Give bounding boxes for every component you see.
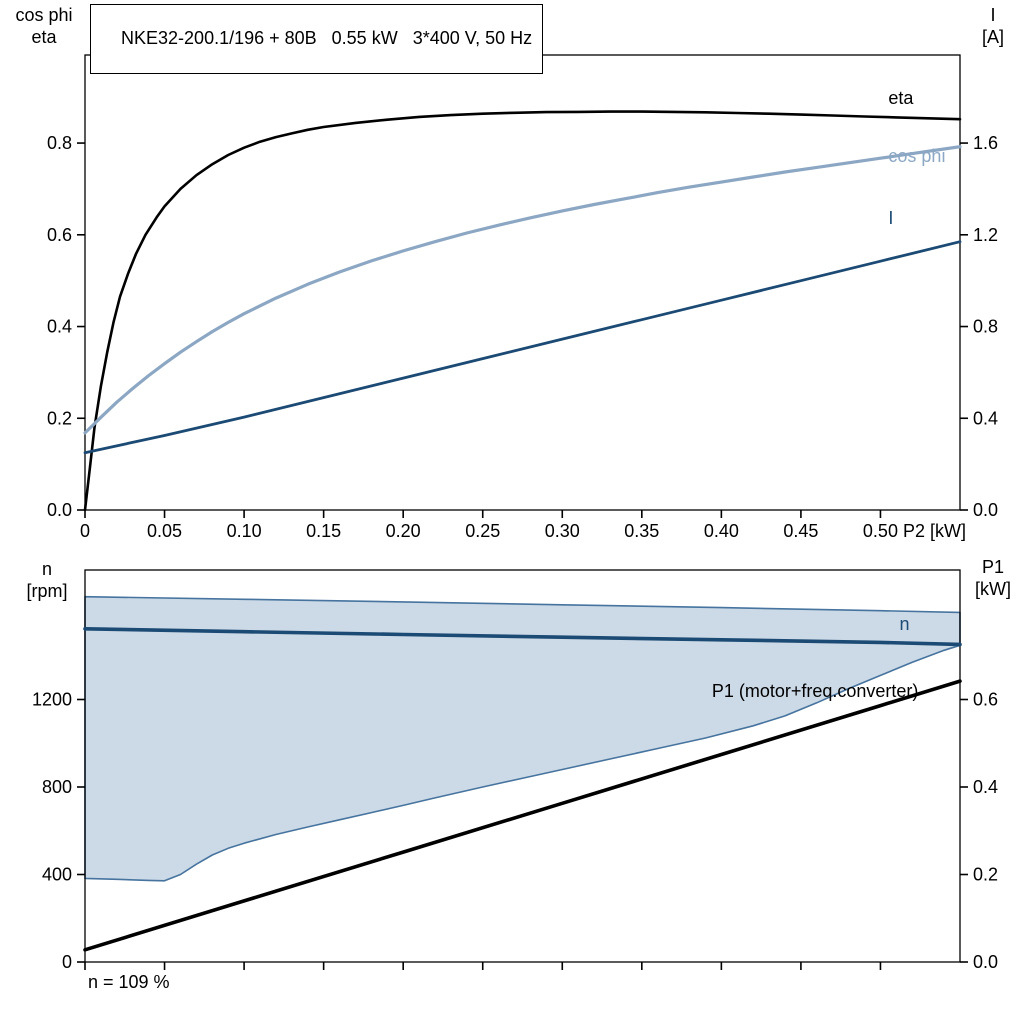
current-curve — [83, 240, 962, 455]
p1-curve — [83, 679, 962, 952]
left-tick-label: 0.2 — [47, 408, 72, 428]
p1-axis-label: P1 — [981, 557, 1005, 577]
speed-band-area — [84, 595, 961, 882]
x-tick-label: 0.30 — [545, 521, 580, 541]
chart-title: NKE32-200.1/196 + 80B 0.55 kW 3*400 V, 5… — [121, 28, 533, 48]
chart-title-box: NKE32-200.1/196 + 80B 0.55 kW 3*400 V, 5… — [90, 4, 544, 74]
x-tick-label: 0.05 — [147, 521, 182, 541]
x-tick-label: 0.35 — [624, 521, 659, 541]
right-tick-label: 0.8 — [973, 317, 998, 337]
eta-axis-label: eta — [31, 27, 57, 47]
eta-curve-label: eta — [888, 88, 914, 108]
cos-phi-curve — [83, 145, 962, 435]
speed-curve — [83, 627, 962, 647]
speed-curve-label: n — [900, 614, 910, 634]
right-tick-label: 0.6 — [973, 690, 998, 710]
right-tick-label: 0.2 — [973, 865, 998, 885]
x-tick-label: 0.25 — [465, 521, 500, 541]
right-tick-label: 1.6 — [973, 133, 998, 153]
x-axis-title: P2 [kW] — [903, 521, 966, 541]
top-chart-left-axis-title: cos phi eta — [6, 4, 82, 48]
x-tick-label: 0.20 — [386, 521, 421, 541]
left-tick-label: 0.4 — [47, 317, 72, 337]
cos-phi-curve-label: cos phi — [888, 146, 945, 166]
speed-axis-label: n — [41, 559, 52, 579]
x-tick-label: 0.15 — [306, 521, 341, 541]
x-tick-label: 0.45 — [783, 521, 818, 541]
right-tick-label: 0.0 — [973, 952, 998, 972]
cos-phi-axis-label: cos phi — [15, 5, 73, 25]
left-tick-label: 0.6 — [47, 225, 72, 245]
left-tick-label: 400 — [42, 865, 72, 885]
left-tick-label: 0.0 — [47, 500, 72, 520]
speed-unit-label: [rpm] — [26, 581, 68, 601]
p1-unit-label: [kW] — [975, 579, 1011, 599]
p1-curve-label: P1 (motor+freq.converter) — [712, 681, 919, 701]
right-tick-label: 0.4 — [973, 777, 998, 797]
speed-percentage-note: n = 109 % — [88, 972, 170, 992]
x-tick-label: 0.40 — [704, 521, 739, 541]
left-tick-label: 1200 — [32, 690, 72, 710]
right-tick-label: 0.4 — [973, 408, 998, 428]
left-tick-label: 0 — [62, 952, 72, 972]
current-curve-label: I — [888, 208, 893, 228]
left-tick-label: 0.8 — [47, 133, 72, 153]
current-unit-label: [A] — [981, 27, 1004, 47]
bottom-chart-right-axis-title: P1 [kW] — [962, 556, 1024, 600]
eta-curve — [83, 110, 962, 512]
x-tick-label: 0.10 — [227, 521, 262, 541]
x-tick-label: 0 — [80, 521, 90, 541]
right-tick-label: 1.2 — [973, 225, 998, 245]
current-axis-label: I — [990, 5, 996, 25]
left-tick-label: 800 — [42, 777, 72, 797]
right-tick-label: 0.0 — [973, 500, 998, 520]
plot-frame — [84, 569, 961, 963]
top-chart-right-axis-title: I [A] — [964, 4, 1022, 48]
bottom-chart-left-axis-title: n [rpm] — [14, 558, 80, 602]
x-tick-label: 0.50 — [863, 521, 898, 541]
plot-frame — [84, 54, 961, 511]
